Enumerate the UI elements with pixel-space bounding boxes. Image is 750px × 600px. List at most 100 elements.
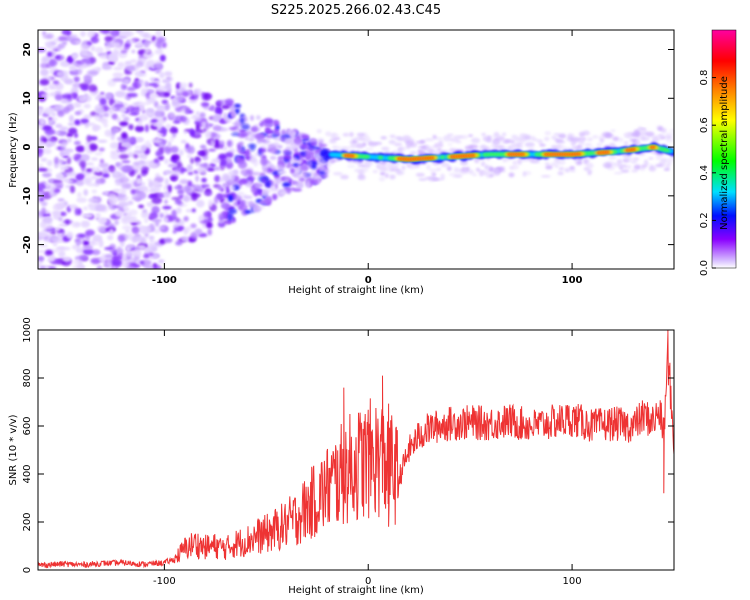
spectrogram-cell xyxy=(579,133,584,137)
spectrogram-cell xyxy=(203,191,213,197)
spectrogram-cell xyxy=(275,125,280,130)
spectrogram-cell xyxy=(59,149,65,157)
spectrogram-cell xyxy=(128,218,139,223)
spectrogram-cell xyxy=(342,132,350,137)
spectrogram-cell xyxy=(62,256,72,262)
spectrogram-cell xyxy=(105,40,110,46)
spectrogram-cell xyxy=(122,253,127,260)
spectrogram-cell xyxy=(269,147,279,154)
spectrogram-cell xyxy=(50,41,57,46)
spectrogram-cell xyxy=(95,204,107,212)
spectrogram-cell xyxy=(146,144,152,148)
spectrogram-cell xyxy=(87,203,95,209)
spectrogram-cell xyxy=(120,50,128,54)
spectrogram-cell xyxy=(71,265,83,269)
spectrogram-cell xyxy=(39,265,46,269)
x-tick-label: 100 xyxy=(563,576,582,587)
spectrogram-cell xyxy=(177,188,185,195)
spectrogram-cell xyxy=(196,166,205,173)
spectrogram-cell xyxy=(111,258,123,266)
spectrogram-cell xyxy=(652,135,662,141)
spectrogram-cell xyxy=(176,206,182,214)
spectrogram-cell xyxy=(151,205,160,214)
spectrogram-cell xyxy=(158,225,166,231)
spectrogram-cell xyxy=(178,149,184,156)
spectrogram-cell xyxy=(144,48,152,54)
spectrogram-cell xyxy=(664,132,674,137)
spectrogram-cell xyxy=(75,145,85,153)
spectrogram-cell xyxy=(566,137,575,142)
spectrogram-cell xyxy=(48,83,54,90)
spectrogram-cell xyxy=(167,140,172,148)
spectrogram-cell xyxy=(73,140,81,146)
spectrogram-cell xyxy=(85,122,96,126)
spectrogram-cell xyxy=(583,160,589,165)
spectrogram-cell xyxy=(188,99,198,104)
spectrogram-cell xyxy=(280,129,287,136)
spectrogram-cell xyxy=(538,139,544,145)
spectrogram-cell xyxy=(167,163,178,168)
spectrogram-cell xyxy=(363,162,374,166)
spectrogram-cell xyxy=(530,135,536,141)
spectrogram-cell xyxy=(66,31,72,37)
spectrogram-cell xyxy=(243,195,253,199)
spectrogram-cell xyxy=(145,112,152,116)
spectrogram-cell xyxy=(112,77,124,82)
spectrogram-cell xyxy=(287,129,293,135)
spectrogram-cell xyxy=(111,113,118,120)
spectrogram-cell xyxy=(221,104,231,110)
spectrogram-cell xyxy=(187,154,191,159)
spectrogram-cell xyxy=(589,151,596,155)
spectrogram-cell xyxy=(298,158,303,164)
spectrogram-cell xyxy=(645,131,655,137)
spectrogram-cell xyxy=(140,87,149,94)
spectrogram-cell xyxy=(332,158,341,162)
spectrogram-cell xyxy=(104,253,114,259)
spectrogram-cell xyxy=(484,164,489,170)
spectrogram-cell xyxy=(379,160,387,166)
spectrogram-cell xyxy=(139,104,145,111)
spectrogram-cell xyxy=(163,237,173,243)
spectrogram-cell xyxy=(379,171,386,176)
spectrogram-cell xyxy=(216,99,224,107)
spectrogram-cell xyxy=(452,135,462,140)
spectrogram-cell xyxy=(381,146,390,151)
spectrogram-cell xyxy=(56,71,64,78)
spectrogram-cell xyxy=(56,45,62,52)
spectrogram-cell xyxy=(123,116,130,122)
spectrogram-cell xyxy=(112,72,124,78)
spectrogram-cell xyxy=(82,248,94,256)
spectrogram-cell xyxy=(194,184,202,191)
spectrogram-cell xyxy=(120,186,127,195)
spectrogram-cell xyxy=(183,228,189,235)
spectrogram-cell xyxy=(397,137,407,142)
spectrogram-cell xyxy=(298,177,306,183)
spectrogram-cell xyxy=(589,146,596,151)
spectrogram-cell xyxy=(127,257,137,263)
spectrogram-cell xyxy=(174,198,182,205)
spectrogram-cell xyxy=(86,162,95,166)
spectrogram-cell xyxy=(274,176,283,184)
spectrogram-cell xyxy=(623,132,634,138)
spectrogram-cell xyxy=(72,82,82,89)
spectrogram-cell xyxy=(661,164,669,168)
spectrogram-cell xyxy=(83,189,89,196)
spectrogram-cell xyxy=(397,170,402,174)
spectrogram-cell xyxy=(176,162,183,168)
spectrogram-cell xyxy=(119,176,130,184)
spectrogram-cell xyxy=(555,139,564,143)
spectrogram-cell xyxy=(354,136,365,142)
spectrogram-cell xyxy=(104,247,114,251)
spectrogram-cell xyxy=(233,195,243,202)
spectrogram-cell xyxy=(163,217,169,223)
spectrogram-cell xyxy=(172,224,179,229)
spectrogram-cell xyxy=(494,168,499,172)
spectrogram-cell xyxy=(200,102,210,107)
spectrogram-cell xyxy=(234,107,240,115)
spectrogram-cell xyxy=(409,151,417,155)
spectrogram-cell xyxy=(42,216,53,224)
spectrogram-frame xyxy=(37,29,675,270)
snr-x-axis: -100 0 100 xyxy=(153,330,582,587)
spectrogram-cell xyxy=(69,34,78,39)
spectrogram-cell xyxy=(111,41,121,48)
